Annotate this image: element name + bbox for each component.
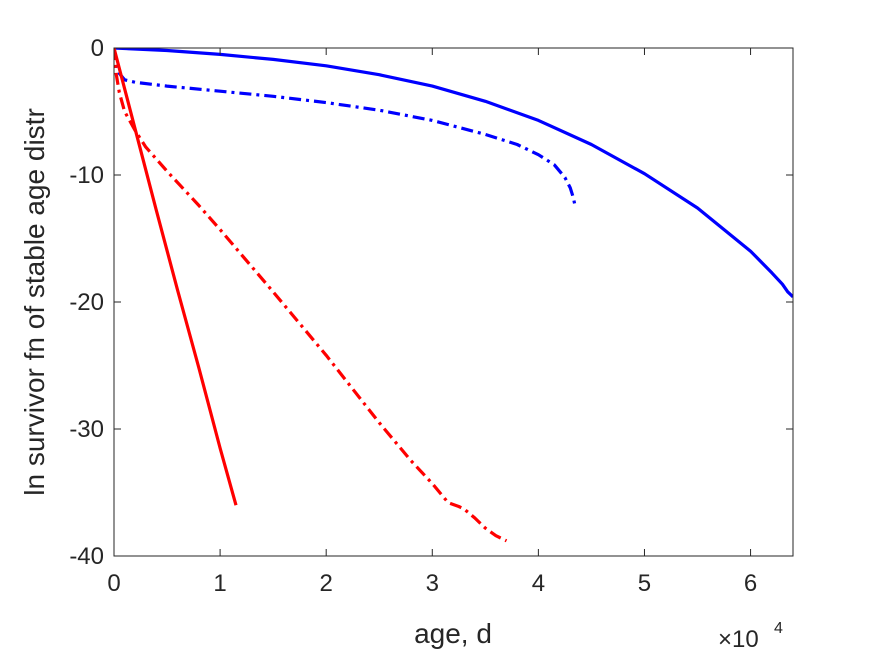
series-line-4 [114, 48, 508, 543]
y-tick-label: -40 [69, 543, 104, 570]
x-tick-label: 0 [107, 570, 120, 597]
x-tick-label: 1 [213, 570, 226, 597]
y-tick-label: -20 [69, 289, 104, 316]
x-tick-label: 6 [744, 570, 757, 597]
y-tick-label: -10 [69, 162, 104, 189]
x-tick-label: 4 [532, 570, 545, 597]
x-exponent-base: ×10 [718, 626, 759, 653]
y-tick-label: 0 [91, 35, 104, 62]
series-line-1 [114, 48, 793, 299]
y-tick-label: -30 [69, 416, 104, 443]
x-tick-label: 2 [320, 570, 333, 597]
x-tick-label: 5 [638, 570, 651, 597]
x-tick-label: 3 [426, 570, 439, 597]
y-axis-label: ln survivor fn of stable age distr [19, 108, 50, 496]
y-ticks: 0 -10 -20 -30 -40 [69, 35, 793, 570]
x-exponent-power: 4 [774, 620, 783, 637]
x-axis-label: age, d [414, 618, 492, 649]
series-group [114, 48, 793, 543]
x-ticks: 0 1 2 3 4 5 6 [107, 48, 757, 597]
series-line-2 [114, 48, 578, 209]
plot-area [114, 48, 793, 556]
